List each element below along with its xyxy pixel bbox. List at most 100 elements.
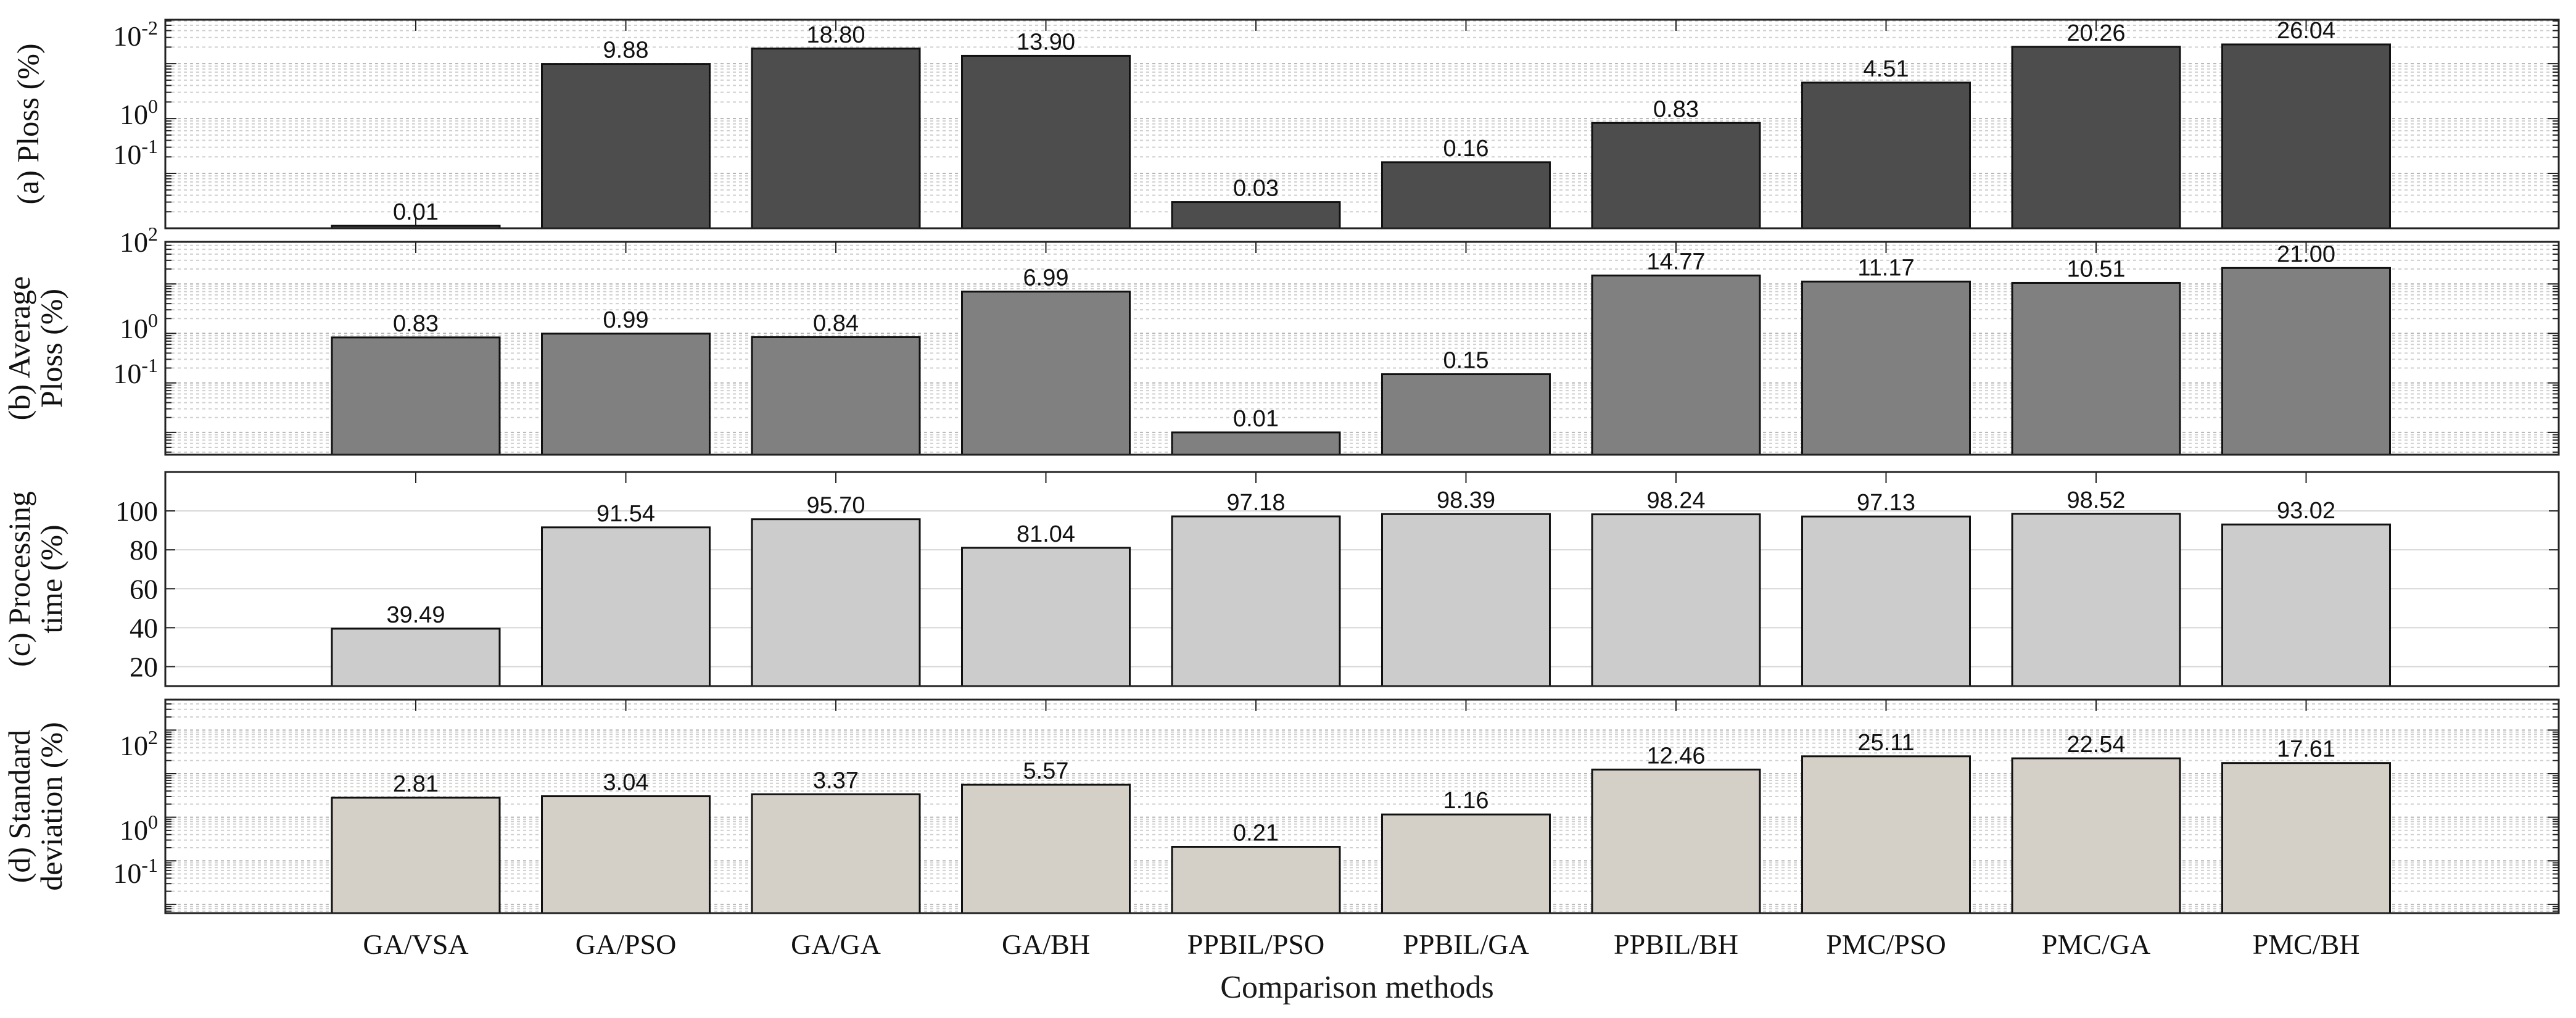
y-tick-label: 100 xyxy=(120,309,158,344)
bar-value-label: 3.04 xyxy=(603,770,649,796)
x-category-label: GA/GA xyxy=(791,929,881,960)
bar-value-label: 14.77 xyxy=(1646,249,1705,275)
bar-a-8 xyxy=(2011,46,2181,230)
bar-value-label: 0.84 xyxy=(813,311,859,337)
x-category-label: PMC/PSO xyxy=(1826,929,1946,960)
y-axis-title-d: deviation (%) xyxy=(34,722,68,891)
bar-value-label: 0.99 xyxy=(603,307,649,333)
y-tick-label: 100 xyxy=(120,95,158,130)
x-axis-title: Comparison methods xyxy=(1220,970,1493,1005)
panel-c: 39.49 91.54 95.70 81.04 97.18 98.39 98.24 97.13… xyxy=(2,471,2560,687)
bar-value-label: 98.52 xyxy=(2066,487,2125,513)
panels-group: 0.01 9.88 18.80 13.90 0.03 0.16 0.83 4.51 20.26 2… xyxy=(2,17,2560,914)
y-tick-label: 80 xyxy=(130,534,158,566)
bar-c-8 xyxy=(2011,513,2181,687)
y-tick-label: 102 xyxy=(120,726,158,761)
bar-c-5 xyxy=(1381,513,1551,687)
y-tick-label: 60 xyxy=(130,573,158,605)
bar-c-4 xyxy=(1171,515,1341,687)
panel-b: 0.83 0.99 0.84 6.99 0.01 0.15 14.77 11.17 10.51 2… xyxy=(2,223,2560,456)
bar-value-label: 93.02 xyxy=(2277,498,2335,524)
bar-b-7 xyxy=(1801,280,1971,456)
bar-d-1 xyxy=(541,795,711,914)
y-axis-title-a: (a) Ploss (%) xyxy=(10,43,45,204)
y-tick-label: 10-1 xyxy=(113,354,158,389)
bar-c-2 xyxy=(751,518,921,687)
panel-a-frame xyxy=(164,19,2560,230)
bar-value-label: 11.17 xyxy=(1857,255,1914,281)
bar-a-1 xyxy=(541,63,711,230)
bar-b-0 xyxy=(331,336,501,456)
bar-b-1 xyxy=(541,333,711,456)
y-axis-title-c: (c) Processing xyxy=(2,491,36,667)
y-tick-label: 40 xyxy=(130,612,158,643)
bar-value-label: 3.37 xyxy=(813,768,859,793)
y-axis-title-b: Ploss (%) xyxy=(34,289,68,408)
bar-value-label: 4.51 xyxy=(1864,56,1909,82)
bar-d-5 xyxy=(1381,813,1551,914)
y-tick-label: 10-1 xyxy=(113,135,158,170)
bar-d-0 xyxy=(331,797,501,914)
bar-a-3 xyxy=(961,54,1131,230)
bar-value-label: 17.61 xyxy=(2277,737,2335,763)
bar-value-label: 5.57 xyxy=(1023,758,1069,784)
bar-value-label: 22.54 xyxy=(2066,732,2125,758)
bar-value-label: 0.16 xyxy=(1443,136,1489,162)
bar-value-label: 0.21 xyxy=(1233,821,1279,846)
bar-c-0 xyxy=(331,627,501,687)
bar-value-label: 21.00 xyxy=(2277,241,2335,267)
bar-value-label: 0.83 xyxy=(1653,96,1699,122)
y-tick-label: 10-2 xyxy=(113,17,158,52)
bar-value-label: 2.81 xyxy=(393,771,439,797)
panel-b-frame xyxy=(164,241,2560,456)
x-category-label: GA/BH xyxy=(1002,929,1090,960)
bar-d-8 xyxy=(2011,757,2181,914)
bar-value-label: 98.39 xyxy=(1437,487,1495,513)
bar-a-7 xyxy=(1801,81,1971,230)
x-category-label: PMC/GA xyxy=(2042,929,2150,960)
bar-b-2 xyxy=(751,336,921,456)
bar-value-label: 26.04 xyxy=(2277,18,2335,44)
bar-value-label: 95.70 xyxy=(806,493,865,519)
bar-value-label: 0.03 xyxy=(1233,176,1279,202)
bar-b-4 xyxy=(1171,431,1341,456)
y-tick-label: 20 xyxy=(130,651,158,682)
bar-c-6 xyxy=(1591,513,1761,687)
bar-b-6 xyxy=(1591,275,1761,456)
panel-a: 0.01 9.88 18.80 13.90 0.03 0.16 0.83 4.51 20.26 2… xyxy=(10,17,2560,230)
bar-value-label: 97.13 xyxy=(1857,490,1915,516)
panel-d: 2.81 3.04 3.37 5.57 0.21 1.16 12.46 25.11 22.54 1… xyxy=(2,698,2560,914)
bar-value-label: 25.11 xyxy=(1857,730,1914,756)
bar-value-label: 12.46 xyxy=(1646,743,1705,769)
bar-value-label: 20.26 xyxy=(2066,20,2125,46)
bar-a-5 xyxy=(1381,161,1551,230)
panel-c-frame xyxy=(164,471,2560,687)
bar-d-6 xyxy=(1591,768,1761,914)
y-axis-title-d: (d) Standard xyxy=(2,730,36,884)
x-category-labels: GA/VSA GA/PSO GA/GA GA/BH PPBIL/PSO PPBIL/GA P… xyxy=(363,929,2359,960)
bar-b-8 xyxy=(2011,281,2181,456)
bar-b-5 xyxy=(1381,373,1551,456)
bar-value-label: 91.54 xyxy=(597,501,655,527)
x-category-label: PPBIL/PSO xyxy=(1187,929,1324,960)
bar-value-label: 6.99 xyxy=(1023,265,1069,291)
x-category-label: PMC/BH xyxy=(2253,929,2360,960)
bar-value-label: 10.51 xyxy=(2066,256,2125,282)
panel-d-frame xyxy=(164,698,2560,914)
bar-c-1 xyxy=(541,526,711,687)
bar-c-3 xyxy=(961,547,1131,687)
bar-a-4 xyxy=(1171,201,1341,230)
x-category-label: GA/VSA xyxy=(363,929,468,960)
bar-value-label: 13.90 xyxy=(1017,29,1075,55)
bar-value-label: 1.16 xyxy=(1443,788,1489,814)
bar-value-label: 0.83 xyxy=(393,311,439,337)
bar-value-label: 9.88 xyxy=(603,38,649,64)
bar-a-6 xyxy=(1591,122,1761,230)
bar-value-label: 39.49 xyxy=(386,602,445,628)
bar-a-2 xyxy=(751,48,921,230)
bar-d-4 xyxy=(1171,846,1341,914)
bar-value-label: 97.18 xyxy=(1226,490,1285,516)
bar-b-9 xyxy=(2221,267,2391,456)
bar-c-9 xyxy=(2221,523,2391,687)
